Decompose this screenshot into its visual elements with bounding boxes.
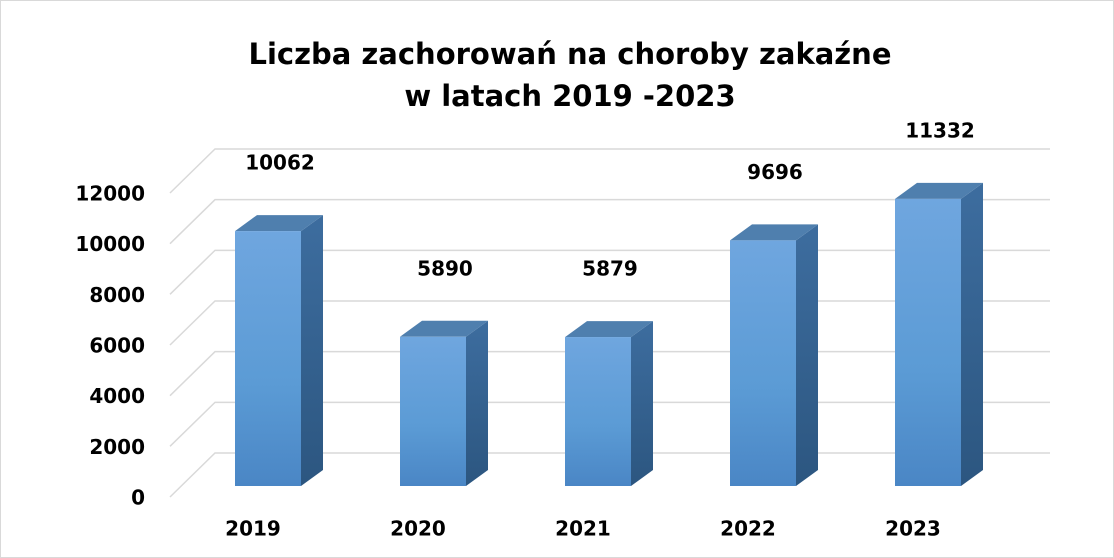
data-label: 11332 [905,118,975,142]
bar [895,198,961,486]
bar [400,336,466,486]
bar [235,231,301,486]
data-label: 10062 [245,151,315,175]
y-tick-label: 6000 [89,334,145,358]
chart-title: w latach 2019 -2023 [404,79,735,113]
data-label: 9696 [747,160,803,184]
x-tick-label: 2022 [720,517,776,541]
bar [730,240,796,486]
bar-top [565,321,653,338]
x-tick-label: 2019 [225,517,281,541]
y-tick-label: 8000 [89,283,145,307]
grid-line [169,148,1050,194]
x-tick-label: 2023 [885,517,941,541]
grid-line [169,198,1050,245]
y-tick-label: 0 [131,486,145,510]
x-tick-label: 2021 [555,517,611,541]
bar-side [796,224,818,487]
y-tick-label: 4000 [89,384,145,408]
bar-side [631,321,653,486]
bar-side [961,182,983,486]
y-tick-label: 10000 [75,232,145,256]
bar-side [466,320,488,486]
bar-top [400,320,488,337]
y-tick-label: 2000 [89,435,145,459]
y-tick-label: 12000 [75,182,145,206]
data-label: 5890 [417,256,473,280]
chart-title: Liczba zachorowań na choroby zakaźne [249,37,892,71]
bar [565,337,631,486]
x-tick-label: 2020 [390,517,446,541]
bar-top [895,182,983,199]
bar-side [301,215,323,486]
data-label: 5879 [582,257,638,281]
bar-top [235,215,323,232]
bar-top [730,224,818,241]
